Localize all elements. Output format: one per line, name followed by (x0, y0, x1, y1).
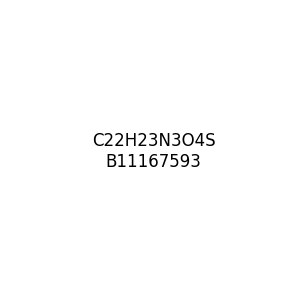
Text: C22H23N3O4S
B11167593: C22H23N3O4S B11167593 (92, 132, 216, 171)
